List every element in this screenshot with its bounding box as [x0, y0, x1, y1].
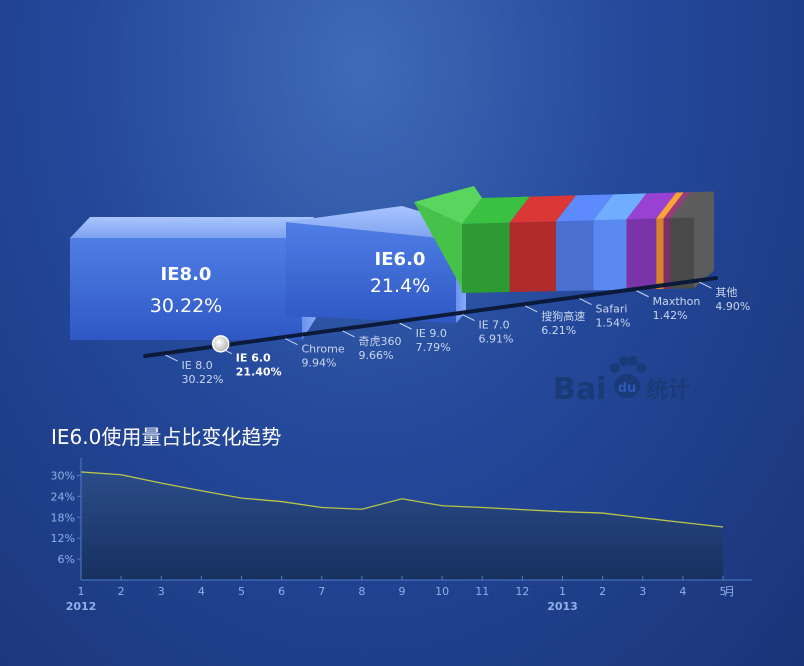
bar-label-name[interactable]: 搜狗高速: [541, 309, 585, 323]
bar-label-value: 7.79%: [416, 341, 451, 354]
slab-segment-front[interactable]: [593, 219, 627, 291]
x-tick-label: 9: [399, 585, 406, 598]
bar-label-name[interactable]: IE 7.0: [478, 319, 509, 332]
baidu-logo-text: Bai: [553, 372, 606, 407]
bar-box-ie8[interactable]: IE8.0 30.22%: [70, 217, 316, 340]
bar-label-name[interactable]: IE 8.0: [182, 359, 213, 372]
x-tick-label: 1: [78, 585, 85, 598]
baidu-paw-icon: du: [610, 356, 646, 398]
trend-plot-area: [80, 471, 724, 580]
slab-segment-top: [593, 193, 647, 221]
slab-segment-front[interactable]: [656, 218, 664, 290]
trend-area-fill: [81, 471, 723, 580]
bar-label-value: 4.90%: [715, 300, 750, 313]
slab-right-face: [694, 191, 714, 289]
bar-label-value: 6.21%: [541, 324, 576, 337]
bar-label-tick: [699, 281, 712, 289]
x-tick-label: 4: [679, 585, 686, 598]
x-tick-label: 11: [475, 585, 489, 598]
bar-label-tick: [579, 298, 592, 305]
x-tick-label: 8: [358, 585, 365, 598]
x-tick-label: 2: [118, 585, 125, 598]
slab-left-face: [414, 202, 462, 293]
bar-label-name[interactable]: Chrome: [301, 343, 344, 356]
slab-segment-top: [556, 194, 614, 222]
bar-label-name[interactable]: 奇虎360: [359, 335, 402, 348]
slab-segment-front[interactable]: [509, 221, 557, 293]
slab-segment-top: [462, 196, 530, 224]
slab-left-top: [414, 186, 482, 224]
slab-segment-front[interactable]: [556, 220, 594, 292]
bar-label-value: 1.42%: [653, 309, 688, 322]
bar-slab-others: [414, 186, 714, 293]
bar-label-value: 1.54%: [596, 317, 631, 330]
share-bar-chart: IE8.0 30.22% IE6.0 21.4% IE 8.030.22%IE …: [70, 186, 750, 386]
trend-y-ticks: 30% 24% 18% 12% 6%: [51, 469, 81, 566]
y-tick-label: 12%: [51, 532, 75, 545]
y-tick-label: 18%: [51, 511, 75, 524]
x-tick-label: 12: [515, 585, 529, 598]
x-tick-label: 4: [198, 585, 205, 598]
bar-label-name[interactable]: Maxthon: [653, 295, 701, 308]
x-tick-label: 2: [599, 585, 606, 598]
x-tick-label: 3: [158, 585, 165, 598]
x-year-label: 2012: [66, 600, 97, 613]
bar-box-ie8-name: IE8.0: [161, 264, 212, 285]
bar-label-value: 9.66%: [359, 349, 394, 362]
bar-label-tick: [462, 314, 475, 321]
bar-label-value: 30.22%: [182, 373, 224, 386]
bar-label-name[interactable]: IE 9.0: [416, 327, 447, 340]
x-year-label: 2013: [547, 600, 578, 613]
bar-label-tick: [165, 354, 178, 362]
slab-segment-top: [656, 192, 684, 219]
trend-line: [80, 471, 724, 528]
slab-segment-front[interactable]: [626, 218, 657, 290]
x-tick-label: 5: [720, 585, 727, 598]
baidu-logo-suffix: 统计: [646, 377, 690, 403]
baidu-tongji-logo: Bai du 统计: [553, 356, 690, 407]
bar-label-tick: [342, 330, 355, 338]
bar-label-value: 9.94%: [301, 357, 336, 370]
slab-segment-top: [663, 192, 691, 219]
x-tick-label: 3: [639, 585, 646, 598]
bar-label-value: 6.91%: [478, 333, 513, 346]
y-tick-label: 24%: [51, 490, 75, 503]
bar-label-name[interactable]: 其他: [715, 286, 737, 299]
y-tick-label: 30%: [51, 469, 75, 482]
trend-x-unit: 月: [724, 585, 735, 598]
bar-box-ie8-front: [70, 238, 302, 340]
bar-box-ie6-value: 21.4%: [370, 275, 430, 297]
trend-chart-title: IE6.0使用量占比变化趋势: [51, 425, 281, 449]
bar-label-tick: [399, 322, 412, 330]
bar-label-tick: [285, 338, 298, 346]
baidu-paw-text: du: [618, 381, 637, 396]
bar-box-ie6-front: [286, 222, 456, 323]
bar-box-ie8-value: 30.22%: [150, 295, 222, 317]
slab-segment-front[interactable]: [670, 217, 694, 289]
bar-label-tick: [525, 305, 538, 313]
bar-label-name[interactable]: Safari: [596, 303, 628, 316]
bar-label-tick: [636, 290, 649, 298]
bar-box-ie6-name: IE6.0: [375, 249, 426, 270]
slab-segment-top: [509, 195, 577, 223]
slab-segment-top: [626, 192, 677, 220]
x-tick-label: 7: [318, 585, 325, 598]
bar-label-value: 21.40%: [236, 366, 282, 379]
slider-track[interactable]: [143, 276, 718, 358]
slider-handle[interactable]: [211, 335, 230, 353]
x-tick-label: 10: [435, 585, 449, 598]
x-tick-label: 1: [559, 585, 566, 598]
slab-segment-top: [670, 191, 714, 219]
bar-box-ie8-top: [70, 217, 314, 238]
bar-label-name[interactable]: IE 6.0: [236, 352, 271, 365]
x-tick-label: 5: [238, 585, 245, 598]
slab-segment-front[interactable]: [462, 222, 510, 293]
y-tick-label: 6%: [58, 553, 75, 566]
slab-segment-front[interactable]: [663, 218, 671, 289]
x-tick-label: 6: [278, 585, 285, 598]
